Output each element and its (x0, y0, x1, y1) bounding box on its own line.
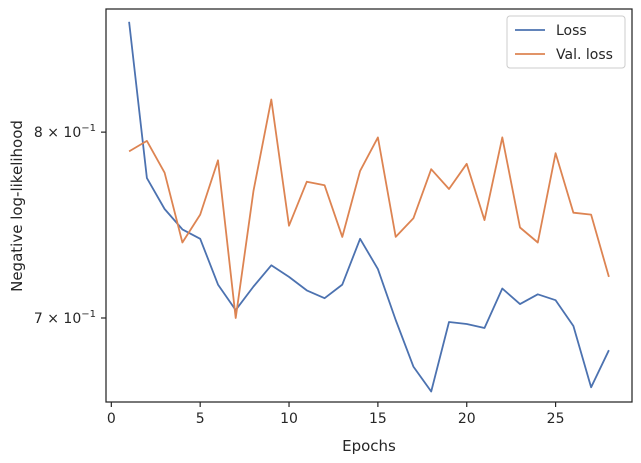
y-tick-label: 7 × 10−1 (34, 309, 96, 327)
series-line-loss (128, 21, 610, 393)
y-tick-label: 8 × 10−1 (34, 123, 96, 141)
legend-label-loss: Loss (556, 23, 587, 39)
x-axis-ticks: 0 5 10 15 20 25 (107, 402, 565, 427)
x-tick-label: 10 (280, 411, 298, 427)
legend-box (506, 15, 626, 69)
legend-label-val-loss: Val. loss (556, 47, 613, 63)
legend: Loss Val. loss (506, 15, 626, 69)
x-tick-label: 15 (369, 411, 387, 427)
x-tick-label: 20 (458, 411, 476, 427)
x-axis-label: Epochs (342, 437, 396, 455)
x-tick-label: 0 (107, 411, 116, 427)
x-tick-label: 25 (547, 411, 565, 427)
x-tick-label: 5 (196, 411, 205, 427)
plot-frame (105, 8, 633, 403)
y-axis-ticks: 7 × 10−1 8 × 10−1 (34, 123, 106, 327)
series-layer (128, 21, 610, 393)
series-line-val-loss (128, 98, 610, 319)
y-axis-label: Negative log-likelihood (8, 120, 26, 292)
